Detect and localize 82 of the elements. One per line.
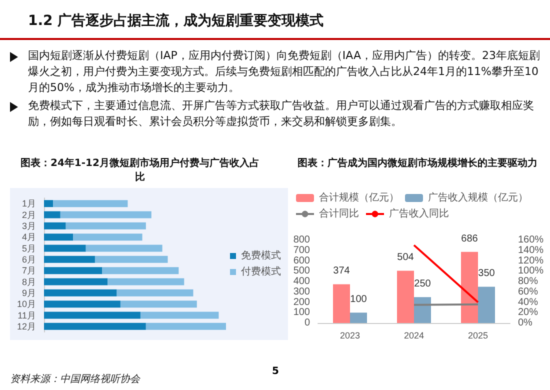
y-tick-label: 200 — [293, 296, 310, 308]
bar — [108, 278, 184, 286]
legend-label: 广告收入规模（亿元） — [428, 192, 528, 204]
legend-label: 合计同比 — [319, 208, 359, 220]
bar — [44, 312, 140, 319]
bar — [102, 267, 179, 274]
bar — [146, 322, 226, 330]
x-tick-label: 2024 — [404, 330, 424, 340]
y-tick-label: 5月 — [22, 243, 36, 254]
bar — [120, 300, 197, 308]
y2-tick-label: 60% — [518, 286, 538, 298]
data-label: 374 — [333, 266, 350, 277]
bar — [44, 200, 54, 208]
data-label: 100 — [350, 294, 368, 306]
chart-title: 图表：广告成为国内微短剧市场规模增长的主要驱动力 — [296, 156, 538, 170]
y2-tick-label: 120% — [518, 255, 544, 266]
bar — [44, 267, 102, 274]
bar — [116, 289, 194, 296]
y-tick-label: 2月 — [22, 210, 36, 220]
y2-tick-label: 0% — [518, 318, 533, 328]
bar — [140, 312, 219, 319]
y2-tick-label: 160% — [518, 234, 544, 246]
legend-label: 付费模式 — [241, 266, 281, 278]
text: 5 — [272, 366, 279, 377]
y2-tick-label: 140% — [518, 244, 544, 256]
y-tick-label: 4月 — [22, 232, 36, 242]
bar — [350, 312, 367, 323]
y-tick-label: 1月 — [22, 198, 36, 209]
x-tick-label: 2025 — [468, 330, 488, 340]
y2-tick-label: 20% — [518, 307, 538, 318]
y-tick-label: 700 — [293, 244, 310, 256]
y-tick-label: 10月 — [16, 299, 36, 310]
bar — [461, 252, 478, 323]
bar — [60, 211, 152, 218]
text: 国内短剧逐渐从付费短剧（IAP，应用内付费订阅）向免费短剧（IAA，应用内广告）的转变。23年底短剧爆火之初，用户付费为主要变现方式。后续与免费短剧相匹配的广告收入占比从24年1月的11%攀升至10月的50%，成为推动市场增长的主要动力。 — [28, 48, 540, 96]
legend-label: 免费模式 — [241, 250, 281, 262]
y-tick-label: 7月 — [22, 266, 36, 276]
y-tick-label: 400 — [293, 276, 310, 287]
bar — [414, 297, 431, 323]
x-tick-label: 2023 — [340, 330, 360, 340]
data-label: 250 — [414, 278, 432, 290]
y-tick-label: 100 — [293, 307, 310, 318]
bar — [66, 222, 146, 230]
bar — [44, 278, 108, 286]
data-label: 350 — [478, 268, 496, 280]
bar — [333, 284, 350, 323]
text: 资料来源：中国网络视听协会 — [10, 372, 140, 386]
legend-label: 合计规模（亿元） — [319, 192, 399, 204]
bar — [44, 244, 86, 252]
bar — [397, 270, 414, 323]
y-tick-label: 600 — [293, 255, 310, 266]
text: 免费模式下，主要通过信息流、开屏广告等方式获取广告收益。用户可以通过观看广告的方式赚取相应奖励，例如每日观看时长、累计会员积分等虚拟货币，来交易和解锁更多剧集。 — [28, 98, 535, 130]
bar — [44, 222, 66, 230]
y-tick-label: 800 — [293, 234, 310, 246]
y-tick-label: 11月 — [18, 310, 36, 320]
y-tick-label: 500 — [293, 266, 310, 277]
bar — [44, 289, 117, 296]
y-tick-label: 3月 — [22, 220, 36, 231]
y2-tick-label: 40% — [518, 296, 538, 308]
bar — [44, 234, 74, 241]
bar — [94, 256, 168, 263]
bar — [44, 211, 60, 218]
bar — [53, 200, 128, 208]
bar — [44, 322, 146, 330]
text: 1.2 广告逐步占据主流，成为短剧重要变现模式 — [28, 12, 324, 30]
bar — [73, 234, 142, 241]
y2-tick-label: 80% — [518, 276, 538, 287]
data-label: 504 — [397, 252, 414, 264]
bar — [44, 300, 120, 308]
legend-label: 广告收入同比 — [389, 208, 449, 220]
y-tick-label: 300 — [293, 286, 310, 298]
chart-title: 图表：24年1-12月微短剧市场用户付费与广告收入占比 — [20, 156, 260, 184]
bar — [478, 286, 495, 323]
bar — [86, 244, 162, 252]
bar — [44, 256, 95, 263]
y2-tick-label: 100% — [518, 266, 544, 277]
y-tick-label: 6月 — [22, 254, 36, 264]
y-tick-label: 0 — [304, 318, 310, 328]
y-tick-label: 8月 — [22, 276, 36, 287]
data-label: 686 — [461, 233, 478, 244]
y-tick-label: 12月 — [16, 321, 36, 332]
y-tick-label: 9月 — [22, 288, 36, 298]
